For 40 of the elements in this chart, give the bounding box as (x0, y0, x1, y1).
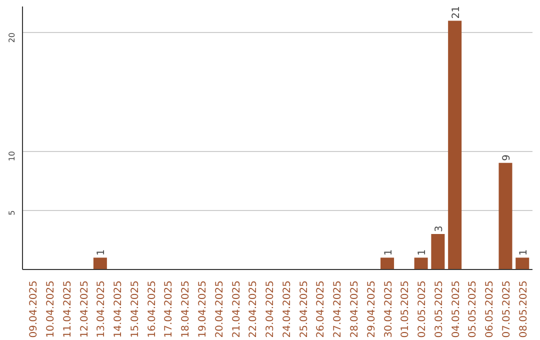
x-tick-label: 29.04.2025 (366, 280, 378, 338)
x-tick-label: 26.04.2025 (316, 280, 327, 338)
data-label: 1 (518, 249, 530, 256)
data-label: 21 (450, 6, 462, 19)
x-tick-label: 09.04.2025 (28, 280, 40, 338)
x-tick-label: 23.04.2025 (265, 280, 276, 338)
data-label: 9 (501, 154, 512, 161)
y-tick-label: 10 (8, 151, 16, 162)
x-tick-label: 21.04.2025 (231, 280, 242, 338)
x-tick-label: 22.04.2025 (248, 280, 260, 338)
x-tick-label: 17.04.2025 (164, 280, 175, 338)
x-tick-label: 01.05.2025 (400, 280, 412, 338)
x-tick-label: 04.05.2025 (450, 280, 462, 338)
x-tick-label: 18.04.2025 (180, 280, 192, 338)
x-tick-label: 07.05.2025 (501, 280, 512, 338)
x-tick-label: 05.05.2025 (468, 280, 479, 338)
x-tick-label: 10.04.2025 (46, 280, 57, 338)
x-tick-label: 30.04.2025 (383, 280, 394, 338)
x-tick-label: 06.05.2025 (484, 280, 496, 338)
x-tick-label: 19.04.2025 (198, 280, 209, 338)
data-label: 1 (96, 249, 108, 256)
x-tick-label: 14.04.2025 (113, 280, 124, 338)
x-tick-label: 20.04.2025 (214, 280, 226, 338)
x-tick-label: 27.04.2025 (332, 280, 344, 338)
x-tick-label: 02.05.2025 (417, 280, 428, 338)
x-tick-label: 11.04.2025 (62, 280, 74, 338)
data-label: 1 (383, 249, 394, 256)
x-tick-label: 15.04.2025 (130, 280, 141, 338)
x-tick-label: 16.04.2025 (146, 280, 158, 338)
y-tick-label: 20 (8, 32, 16, 43)
x-tick-label: 08.05.2025 (518, 280, 530, 338)
y-tick-label: 5 (8, 210, 16, 216)
data-label: 3 (434, 226, 445, 232)
x-tick-label: 03.05.2025 (434, 280, 445, 338)
x-tick-label: 28.04.2025 (349, 280, 360, 338)
data-label: 1 (417, 249, 428, 256)
x-tick-label: 12.04.2025 (79, 280, 90, 338)
x-tick-label: 24.04.2025 (282, 280, 293, 338)
x-tick-label: 25.04.2025 (298, 280, 310, 338)
x-tick-label: 13.04.2025 (96, 280, 108, 338)
